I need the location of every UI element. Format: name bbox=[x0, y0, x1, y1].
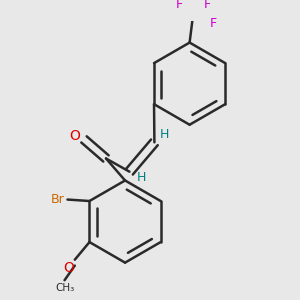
Text: CH₃: CH₃ bbox=[55, 283, 74, 292]
Text: H: H bbox=[160, 128, 169, 142]
Text: F: F bbox=[209, 17, 217, 30]
Text: F: F bbox=[204, 0, 211, 11]
Text: H: H bbox=[136, 171, 146, 184]
Text: Br: Br bbox=[50, 193, 64, 206]
Text: O: O bbox=[70, 130, 81, 143]
Text: F: F bbox=[176, 0, 183, 11]
Text: O: O bbox=[64, 262, 74, 275]
